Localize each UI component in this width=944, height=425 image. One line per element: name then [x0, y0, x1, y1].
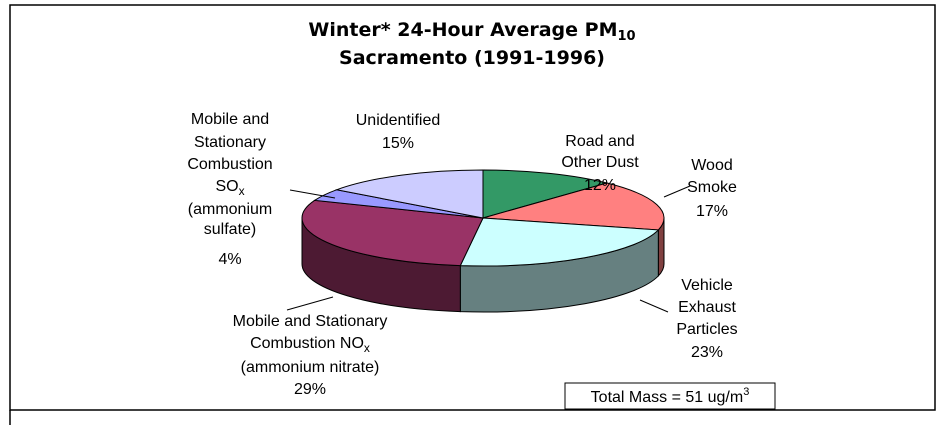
slice-label-text: SO — [215, 178, 238, 195]
slice-label: Other Dust — [561, 154, 639, 171]
chart-subtitle: Sacramento (1991-1996) — [339, 47, 605, 69]
value-label: 15% — [382, 135, 414, 152]
annotation-box — [564, 382, 776, 410]
slice-label-subscript: x — [364, 341, 370, 355]
slice-label: (ammonium — [188, 201, 272, 218]
slice — [301, 199, 484, 267]
slice-label: Road and — [565, 133, 634, 150]
leader-line — [289, 189, 336, 199]
slice-label: Mobile and — [191, 111, 269, 128]
slice-label: Vehicle — [681, 277, 733, 294]
annotation-text: Total Mass = 51 ug/m — [591, 389, 744, 406]
leader-line — [663, 185, 691, 198]
slice-label: SOx — [215, 178, 244, 198]
slice — [482, 169, 609, 219]
slice-label: (ammonium nitrate) — [241, 359, 380, 376]
leader-line — [639, 299, 669, 313]
slice-label: Smoke — [687, 179, 737, 196]
title-subscript: 10 — [618, 29, 636, 44]
slice — [334, 169, 484, 219]
leader-line — [286, 296, 334, 311]
frame — [9, 4, 936, 411]
slice-label: Stationary — [194, 134, 266, 151]
slice-label: Wood — [691, 157, 733, 174]
slice-label: Combustion — [187, 156, 272, 173]
value-label: 23% — [691, 344, 723, 361]
value-label: 4% — [218, 251, 241, 268]
slice — [459, 217, 660, 267]
chart-title: Winter* 24-Hour Average PM10 — [308, 19, 635, 44]
title-text: Winter* 24-Hour Average PM — [308, 19, 617, 41]
value-label: 12% — [584, 177, 616, 194]
slice-label: sulfate) — [204, 221, 256, 238]
annotation: Total Mass = 51 ug/m3 — [591, 386, 750, 406]
slice-label: Exhaust — [678, 299, 736, 316]
slice-label: Mobile and Stationary — [233, 313, 388, 330]
value-label: 17% — [696, 203, 728, 220]
slice — [482, 182, 665, 231]
slice-label: Unidentified — [356, 112, 441, 129]
slice-label-subscript: x — [239, 184, 245, 198]
slice-label-text: Combustion NO — [250, 335, 364, 352]
slice-label: Combustion NOx — [250, 335, 370, 355]
value-label: 29% — [294, 381, 326, 398]
annotation-superscript: 3 — [743, 386, 749, 398]
slice-label: Particles — [676, 321, 737, 338]
